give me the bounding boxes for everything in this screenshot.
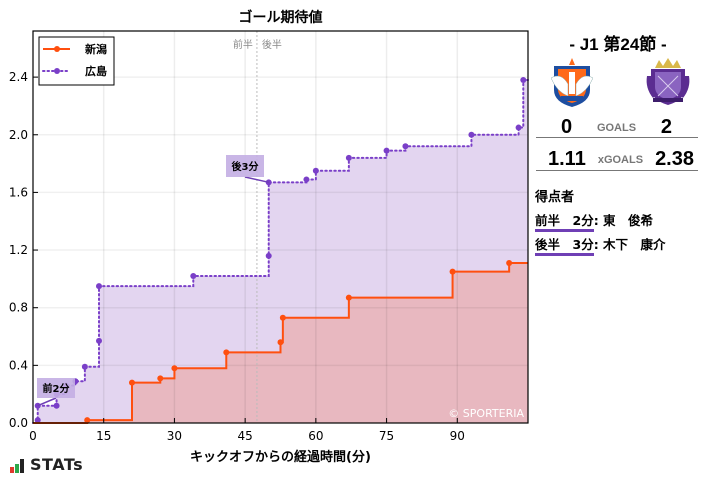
x-tick-label: 0 (29, 429, 37, 443)
data-point (345, 294, 352, 301)
scorers-title: 得点者 (535, 190, 575, 205)
data-point (96, 283, 102, 290)
y-tick-label: 2.4 (9, 70, 28, 84)
chart-title: ゴール期待値 (239, 9, 323, 26)
data-point (84, 417, 91, 424)
x-tick-label: 60 (308, 429, 323, 443)
x-tick-label: 15 (96, 429, 111, 443)
data-point (265, 252, 272, 259)
scorer-name: : 木下 康介 (593, 237, 666, 252)
y-tick-label: 0.0 (9, 416, 28, 430)
data-point (345, 154, 352, 161)
data-point (96, 337, 102, 344)
series-line-niigata (33, 262, 528, 424)
annotation-pointer (37, 397, 57, 407)
data-point (81, 363, 88, 370)
scorer-item: 前半 2分: 東 俊希 (535, 210, 654, 232)
x-axis-label: キックオフからの経過時間(分) (190, 449, 371, 465)
scorer-name: : 東 俊希 (593, 213, 654, 228)
y-tick-label: 1.2 (9, 243, 28, 257)
data-point (312, 167, 319, 174)
divider (536, 137, 698, 138)
y-tick-label: 0.8 (9, 301, 28, 315)
data-point (34, 417, 41, 424)
data-point (383, 147, 390, 154)
annotation-box (226, 155, 264, 177)
watermark: © SPORTERIA (448, 407, 524, 420)
data-point (402, 143, 409, 150)
stats-bars-icon (10, 459, 24, 473)
data-point (171, 365, 178, 372)
data-point (279, 314, 286, 321)
data-point (303, 176, 310, 183)
x-tick-label: 30 (167, 429, 182, 443)
legend-label: 新潟 (85, 42, 107, 56)
data-point (520, 77, 527, 83)
data-point (277, 339, 284, 346)
plot-frame (32, 30, 529, 424)
away-xg: 2.38 (655, 148, 694, 170)
x-tick-label: 75 (379, 429, 394, 443)
hiroshima-crest-icon (646, 58, 690, 105)
x-tick-label: 90 (450, 429, 465, 443)
annotation-label: 後3分 (232, 160, 259, 173)
data-point (53, 402, 60, 409)
home-goals: 0 (561, 116, 573, 138)
annotation-box (37, 378, 75, 398)
y-tick-label: 2.0 (9, 128, 28, 142)
data-point (515, 124, 522, 131)
data-point (506, 260, 513, 267)
y-tick-label: 0.4 (9, 358, 28, 372)
scorer-item: 後半 3分: 木下 康介 (535, 234, 666, 256)
data-point (190, 273, 197, 279)
scorer-time: 後半 3分 (535, 237, 594, 256)
divider (536, 170, 698, 171)
xgoals-row: 1.11 xGOALS 2.38 (536, 148, 698, 171)
legend-label: 広島 (85, 64, 107, 78)
scorer-time: 前半 2分 (535, 213, 594, 232)
goals-label: GOALS (596, 121, 637, 134)
data-point (468, 131, 475, 138)
xgoals-label: xGOALS (597, 153, 644, 166)
stats-logo: STATs (10, 457, 83, 473)
y-tick-label: 1.6 (9, 185, 28, 199)
annotation-label: 前2分 (43, 382, 70, 395)
second-half-label: 後半 (262, 38, 282, 51)
data-point (223, 349, 230, 356)
data-point (449, 268, 456, 275)
first-half-label: 前半 (233, 38, 253, 51)
home-xg: 1.11 (548, 148, 586, 170)
stats-logo-text: STATs (30, 455, 84, 474)
niigata-crest-icon (551, 58, 593, 107)
annotation-pointer (244, 176, 269, 184)
x-tick-label: 45 (238, 429, 253, 443)
round-title: - J1 第24節 - (569, 35, 667, 54)
data-point (157, 375, 164, 382)
data-point (129, 379, 135, 386)
away-goals: 2 (660, 116, 672, 138)
goals-row: 0 GOALS 2 (536, 116, 698, 139)
